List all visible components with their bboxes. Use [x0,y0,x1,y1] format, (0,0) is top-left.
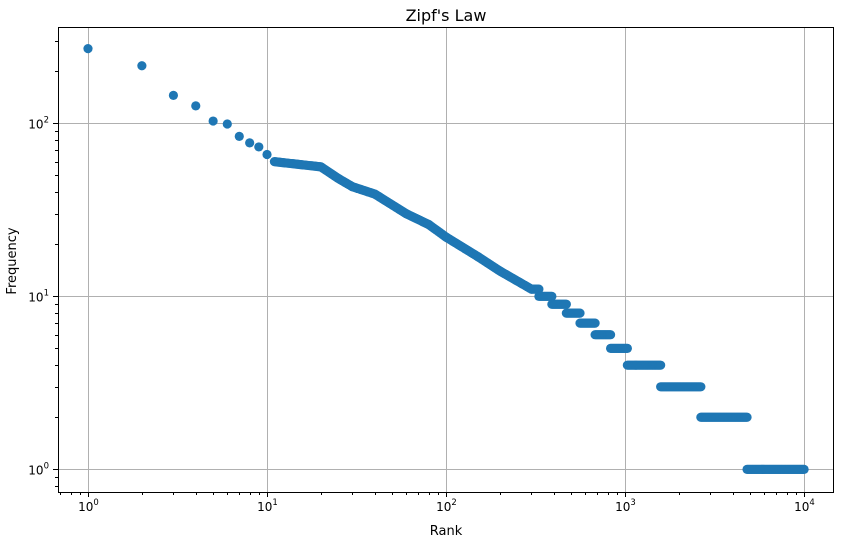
y-tick-label: 101 [28,289,49,305]
data-point [234,131,244,141]
data-point [561,299,571,309]
data-point [575,308,585,318]
data-point [622,343,632,354]
data-point [83,44,93,54]
data-point [534,284,544,294]
data-point [656,360,666,370]
data-point [547,291,557,301]
data-point [696,382,706,392]
data-point [191,101,201,111]
data-point [605,330,616,340]
grid [58,27,833,492]
y-axis-label: Frequency [5,227,20,294]
scatter-points [83,44,809,474]
data-point [262,149,272,160]
x-tick-label: 104 [794,498,815,514]
x-axis-label: Rank [430,524,463,538]
data-point [742,412,752,422]
axis-ticks: 100 101 102 103 104 100 101 102 [28,41,815,514]
data-point [208,116,218,126]
y-tick-label: 100 [28,462,49,478]
x-tick-label: 101 [257,498,278,514]
data-point [137,61,147,71]
data-point [254,142,264,152]
chart-title: Zipf's Law [406,6,487,25]
data-point [222,119,232,129]
x-tick-label: 102 [436,498,457,514]
data-point [799,464,809,474]
x-tick-label: 100 [78,498,99,514]
data-point [168,90,179,100]
data-point [590,318,600,328]
x-tick-label: 103 [615,498,636,514]
data-point [245,138,255,148]
y-tick-label: 102 [28,116,49,132]
